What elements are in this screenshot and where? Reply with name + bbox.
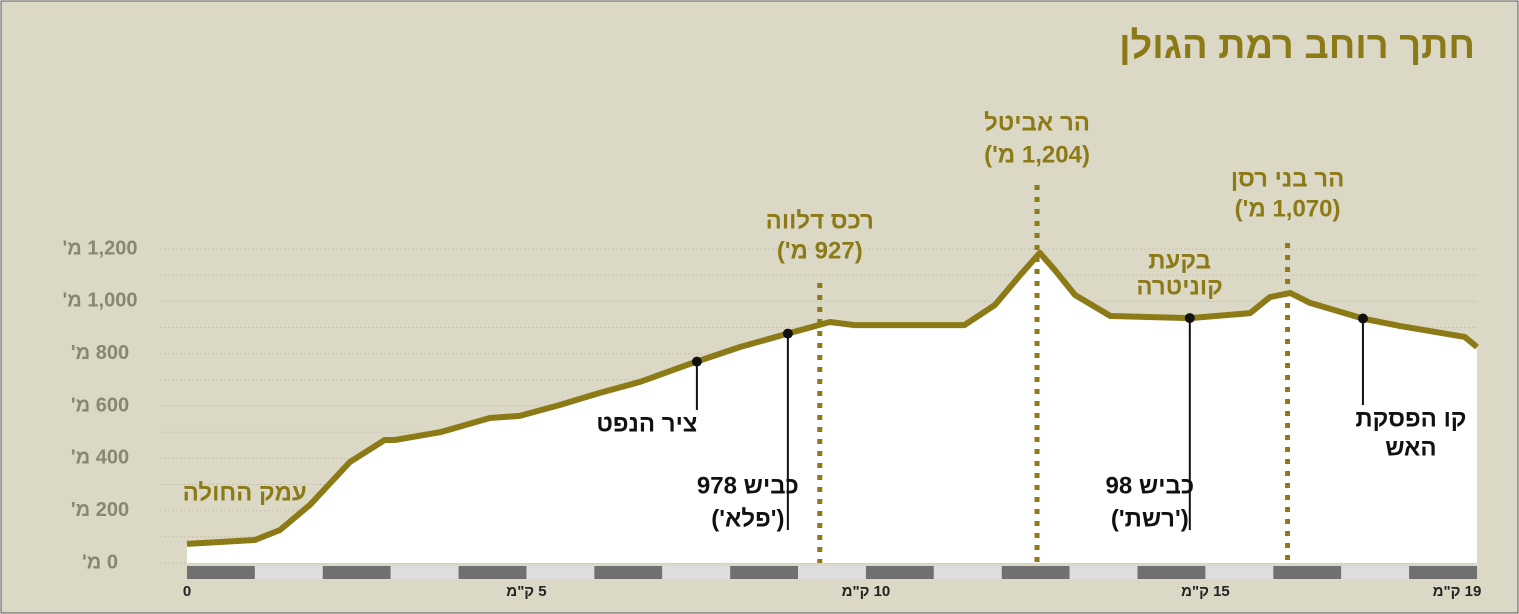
x-tick-label: 0 xyxy=(183,583,191,600)
axis-band xyxy=(1205,566,1274,579)
y-tick-label: 400 מ' xyxy=(71,447,129,469)
chart-title: חתך רוחב רמת הגולן xyxy=(1119,25,1475,67)
x-tick-label: 10 ק"מ xyxy=(842,583,891,600)
pointer-label: האש xyxy=(1385,434,1436,461)
pointer-label: כביש 978 xyxy=(697,472,799,499)
peak-label: (1,070 מ') xyxy=(1235,195,1341,222)
pointer-dot xyxy=(782,328,793,339)
axis-band xyxy=(390,566,459,579)
area-label: בקעת xyxy=(1148,247,1211,274)
y-tick-label: 1,200 מ' xyxy=(63,237,138,259)
peak-label: (1,204 מ') xyxy=(984,141,1090,168)
pointer-label: קו הפסקת xyxy=(1355,405,1466,432)
axis-band xyxy=(1137,566,1206,579)
axis-band xyxy=(1001,566,1070,579)
x-tick-label: 15 ק"מ xyxy=(1181,583,1230,600)
x-tick-label: 5 ק"מ xyxy=(506,583,546,600)
axis-band xyxy=(730,566,799,579)
pointer-dot xyxy=(1184,313,1195,324)
x-tick-label: 19 ק"מ xyxy=(1433,583,1482,600)
area xyxy=(187,252,1477,563)
axis-band xyxy=(594,566,663,579)
y-tick-label: 800 מ' xyxy=(71,342,129,364)
pointer-label: כביש 98 xyxy=(1106,472,1195,499)
axis-band xyxy=(322,566,391,579)
axis-band xyxy=(933,566,1002,579)
axis-band xyxy=(798,566,866,579)
y-tick-label: 0 מ' xyxy=(82,551,118,573)
pointer-label: ציר הנפט xyxy=(596,410,697,437)
pointer-dot xyxy=(691,356,702,367)
axis-band xyxy=(458,566,527,579)
y-tick-label: 200 מ' xyxy=(71,499,129,521)
pointer-dot xyxy=(1357,313,1368,324)
axis-band xyxy=(187,566,255,579)
pointer-label: ('רשת') xyxy=(1111,505,1189,532)
y-tick-label: 600 מ' xyxy=(71,394,129,416)
axis-band xyxy=(1409,566,1477,579)
area-label: עמק החולה xyxy=(183,479,307,506)
peak-label: רכס דלווה xyxy=(766,207,874,234)
y-tick-label: 1,000 מ' xyxy=(63,290,138,312)
area-label: קוניטרה xyxy=(1136,273,1222,300)
axis-band xyxy=(254,566,323,579)
peak-label: (927 מ') xyxy=(777,237,863,264)
axis-band xyxy=(1069,566,1138,579)
pointer-label: ('פלא') xyxy=(711,505,784,532)
axis-band xyxy=(865,566,934,579)
line xyxy=(186,249,1479,547)
axis-band xyxy=(526,566,595,579)
peak-label: הר בני רסן xyxy=(1231,165,1344,192)
axis-band xyxy=(662,566,731,579)
peak-label: הר אביטל xyxy=(984,109,1090,136)
axis-band xyxy=(1273,566,1342,579)
axis-band xyxy=(1341,566,1410,579)
